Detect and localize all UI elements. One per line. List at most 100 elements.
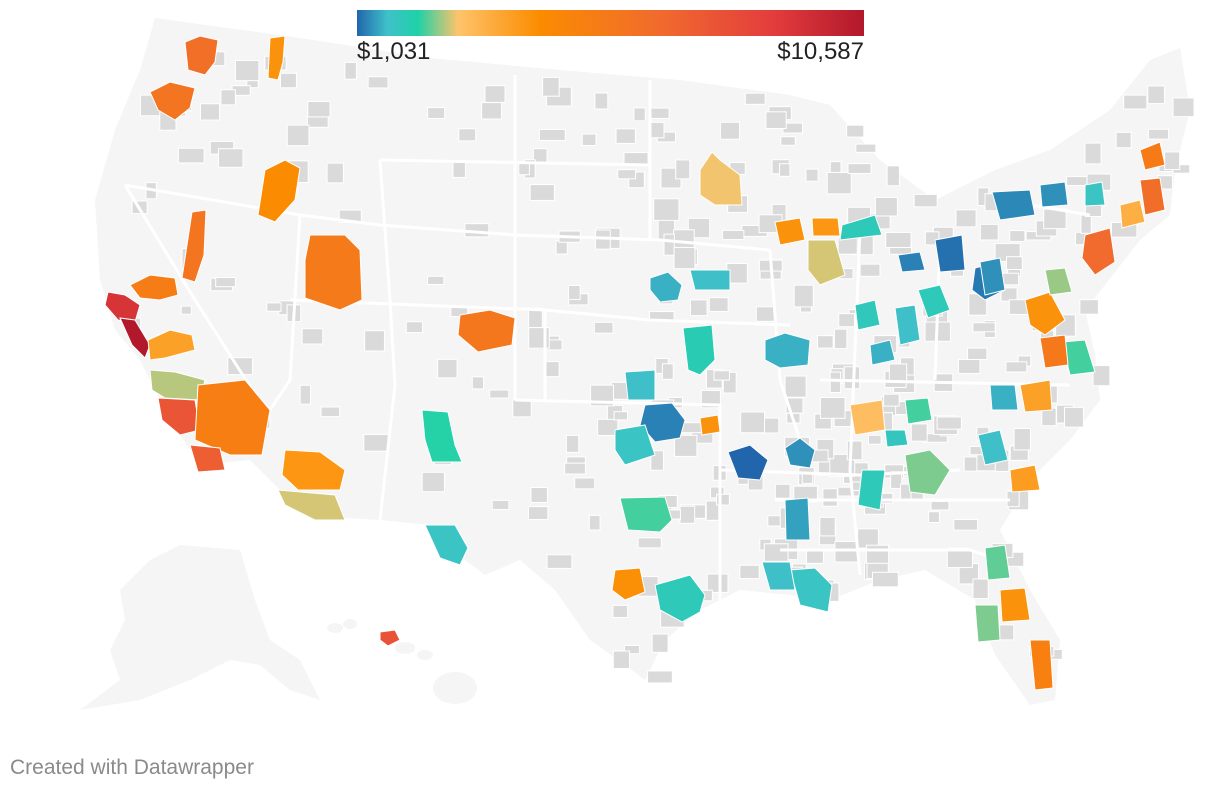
metro-baltimore[interactable] bbox=[1024, 291, 1066, 336]
metro-seattle[interactable] bbox=[184, 35, 219, 76]
county bbox=[344, 61, 357, 80]
county bbox=[910, 423, 928, 442]
metro-denver[interactable] bbox=[457, 309, 516, 353]
metro-fresno[interactable] bbox=[147, 329, 196, 361]
metro-charleston[interactable] bbox=[1009, 464, 1041, 493]
county bbox=[593, 321, 614, 334]
county bbox=[484, 85, 506, 103]
county bbox=[651, 633, 669, 653]
metro-st-louis[interactable] bbox=[764, 332, 811, 369]
metro-grand-rapids[interactable] bbox=[839, 214, 883, 241]
metro-albuquerque[interactable] bbox=[421, 409, 463, 463]
metro-little-rock[interactable] bbox=[727, 444, 769, 481]
color-scale-bar bbox=[357, 10, 864, 36]
metro-detroit[interactable] bbox=[897, 251, 926, 273]
metro-el-paso[interactable] bbox=[424, 524, 469, 566]
metro-tampa[interactable] bbox=[974, 604, 1001, 643]
metro-portland-me[interactable] bbox=[1139, 141, 1166, 171]
metro-kansas-city[interactable] bbox=[682, 324, 716, 376]
county bbox=[564, 462, 586, 475]
metro-raleigh[interactable] bbox=[1019, 379, 1053, 413]
metro-toledo[interactable] bbox=[934, 234, 966, 273]
county bbox=[612, 650, 630, 670]
county bbox=[936, 416, 962, 430]
metro-charlotte[interactable] bbox=[977, 429, 1009, 466]
county bbox=[979, 223, 999, 241]
metro-new-york[interactable] bbox=[1081, 227, 1116, 276]
metro-lincoln[interactable] bbox=[689, 269, 731, 291]
metro-wichita[interactable] bbox=[639, 402, 686, 443]
metro-columbia[interactable] bbox=[989, 384, 1019, 411]
metro-spokane[interactable] bbox=[267, 35, 286, 81]
metro-los-angeles[interactable] bbox=[157, 397, 201, 436]
county bbox=[867, 434, 882, 445]
legend-min-label: $1,031 bbox=[357, 38, 431, 65]
metro-memphis[interactable] bbox=[784, 437, 816, 469]
county bbox=[1147, 128, 1170, 140]
metro-minneapolis[interactable] bbox=[699, 151, 743, 206]
metro-san-diego[interactable] bbox=[189, 444, 226, 473]
county bbox=[437, 358, 458, 379]
county bbox=[928, 511, 940, 523]
metro-boston[interactable] bbox=[1139, 177, 1166, 216]
datawrapper-credit: Created with Datawrapper bbox=[10, 756, 254, 779]
metro-atlanta[interactable] bbox=[904, 449, 951, 496]
metro-birmingham[interactable] bbox=[857, 469, 886, 511]
county bbox=[885, 231, 912, 248]
metro-jacksonville[interactable] bbox=[984, 544, 1011, 581]
county bbox=[286, 124, 310, 147]
metro-knoxville[interactable] bbox=[904, 397, 933, 425]
county bbox=[538, 128, 566, 142]
metro-omaha[interactable] bbox=[649, 271, 683, 303]
metro-washington-dc[interactable] bbox=[1039, 334, 1069, 369]
metro-san-jose[interactable] bbox=[119, 317, 151, 359]
county bbox=[755, 306, 775, 322]
metro-boise[interactable] bbox=[257, 159, 301, 223]
metro-houston[interactable] bbox=[654, 574, 706, 623]
metro-miami[interactable] bbox=[1029, 639, 1054, 691]
metro-indianapolis[interactable] bbox=[854, 299, 881, 331]
county bbox=[805, 168, 819, 182]
metro-hartford[interactable] bbox=[1119, 199, 1146, 229]
metro-chattanooga[interactable] bbox=[884, 429, 909, 448]
metro-san-antonio[interactable] bbox=[699, 414, 721, 436]
metro-orlando[interactable] bbox=[999, 587, 1031, 623]
county bbox=[458, 128, 477, 142]
metro-salt-lake-city[interactable] bbox=[304, 234, 363, 311]
metro-las-vegas[interactable] bbox=[194, 379, 271, 456]
county bbox=[1079, 299, 1099, 315]
metro-chicago[interactable] bbox=[807, 239, 846, 286]
county bbox=[452, 161, 466, 178]
metro-dallas[interactable] bbox=[619, 496, 673, 533]
metro-sacramento[interactable] bbox=[129, 274, 179, 301]
metro-louisville[interactable] bbox=[869, 339, 896, 366]
metro-albany[interactable] bbox=[1084, 181, 1106, 207]
metro-portland[interactable] bbox=[149, 81, 196, 121]
county bbox=[784, 375, 807, 398]
metro-oklahoma-city[interactable] bbox=[624, 369, 656, 401]
metro-buffalo[interactable] bbox=[991, 189, 1036, 221]
metro-philadelphia[interactable] bbox=[1044, 267, 1073, 296]
county bbox=[679, 505, 696, 524]
metro-cincinnati[interactable] bbox=[894, 304, 921, 346]
county bbox=[1115, 131, 1132, 149]
county bbox=[1092, 365, 1111, 387]
metro-tulsa[interactable] bbox=[614, 424, 656, 466]
metro-new-orleans[interactable] bbox=[789, 567, 833, 613]
metro-columbus[interactable] bbox=[917, 284, 951, 319]
metro-madison[interactable] bbox=[811, 217, 841, 237]
county bbox=[623, 644, 641, 655]
metro-pittsburgh[interactable] bbox=[979, 257, 1006, 296]
metro-milwaukee[interactable] bbox=[774, 217, 806, 246]
metro-nashville[interactable] bbox=[849, 399, 886, 436]
county bbox=[306, 115, 329, 128]
metro-reno[interactable] bbox=[181, 209, 207, 283]
metro-rochester[interactable] bbox=[1039, 181, 1069, 208]
metro-baton-rouge[interactable] bbox=[761, 561, 796, 591]
county bbox=[674, 434, 698, 457]
metro-phoenix[interactable] bbox=[281, 449, 346, 491]
metro-honolulu[interactable] bbox=[379, 629, 401, 647]
metro-tucson[interactable] bbox=[277, 489, 346, 521]
metro-austin[interactable] bbox=[611, 567, 646, 601]
metro-jackson[interactable] bbox=[784, 497, 811, 541]
